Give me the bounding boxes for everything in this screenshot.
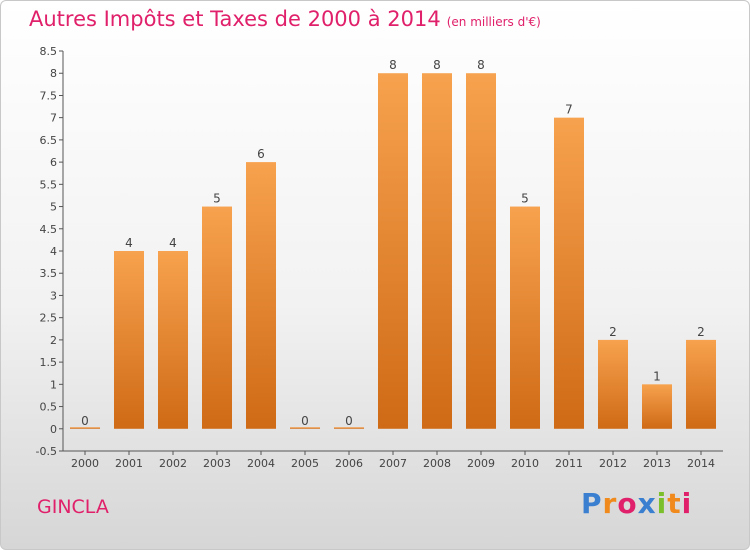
- proxiti-logo: Proxiti: [581, 487, 692, 520]
- y-tick-label: 8: [50, 67, 57, 80]
- logo-letter: i: [656, 487, 668, 520]
- data-label-2004: 6: [257, 147, 265, 161]
- y-tick-label: 4.5: [40, 223, 58, 236]
- bar-2012: [598, 339, 628, 429]
- bar-2004: [246, 162, 276, 429]
- x-tick-label-2005: 2005: [291, 457, 319, 470]
- y-tick-label: 1: [50, 378, 57, 391]
- logo-letter: P: [581, 487, 603, 520]
- bar-2006: [334, 427, 364, 429]
- y-tick-label: -0.5: [36, 445, 57, 458]
- bar-2000: [70, 427, 100, 429]
- bar-2008: [422, 73, 452, 429]
- bar-2010: [510, 206, 540, 429]
- data-label-2008: 8: [433, 58, 441, 72]
- logo-letter: t: [667, 487, 682, 520]
- data-label-2009: 8: [477, 58, 485, 72]
- bar-2009: [466, 73, 496, 429]
- y-tick-label: 1.5: [40, 356, 58, 369]
- chart-title-text: Autres Impôts et Taxes de 2000 à 2014: [29, 7, 441, 31]
- chart-title: Autres Impôts et Taxes de 2000 à 2014 (en…: [29, 7, 541, 31]
- data-label-2001: 4: [125, 236, 133, 250]
- bar-2005: [290, 427, 320, 429]
- logo-letter: o: [617, 487, 638, 520]
- x-tick-label-2004: 2004: [247, 457, 275, 470]
- logo-letter: r: [602, 487, 618, 520]
- x-tick-label-2012: 2012: [599, 457, 627, 470]
- data-label-2005: 0: [301, 414, 309, 428]
- x-tick-label-2013: 2013: [643, 457, 671, 470]
- bar-2001: [114, 251, 144, 429]
- bar-2014: [686, 339, 716, 429]
- y-tick-label: 5.5: [40, 178, 58, 191]
- data-label-2013: 1: [653, 369, 661, 383]
- x-tick-label-2006: 2006: [335, 457, 363, 470]
- x-tick-label-2009: 2009: [467, 457, 495, 470]
- y-tick-label: 5: [50, 201, 57, 214]
- data-label-2012: 2: [609, 325, 617, 339]
- data-label-2000: 0: [81, 414, 89, 428]
- x-tick-label-2010: 2010: [511, 457, 539, 470]
- data-label-2011: 7: [565, 103, 573, 117]
- y-tick-label: 3: [50, 289, 57, 302]
- y-tick-label: 3.5: [40, 267, 58, 280]
- data-label-2003: 5: [213, 192, 221, 206]
- x-tick-label-2008: 2008: [423, 457, 451, 470]
- data-label-2006: 0: [345, 414, 353, 428]
- data-label-2007: 8: [389, 58, 397, 72]
- bar-2011: [554, 117, 584, 429]
- place-name: GINCLA: [37, 496, 109, 518]
- logo-letter: i: [681, 487, 693, 520]
- data-label-2002: 4: [169, 236, 177, 250]
- x-tick-label-2011: 2011: [555, 457, 583, 470]
- x-tick-label-2007: 2007: [379, 457, 407, 470]
- y-tick-label: 4: [50, 245, 57, 258]
- bar-2002: [158, 251, 188, 429]
- chart-subtitle: (en milliers d'€): [446, 15, 541, 29]
- x-tick-label-2014: 2014: [687, 457, 715, 470]
- x-tick-label-2003: 2003: [203, 457, 231, 470]
- y-tick-label: 0.5: [40, 401, 58, 414]
- bar-2013: [642, 384, 672, 429]
- y-tick-label: 7.5: [40, 89, 58, 102]
- bar-2007: [378, 73, 408, 429]
- data-label-2010: 5: [521, 192, 529, 206]
- y-tick-label: 7: [50, 112, 57, 125]
- x-tick-label-2002: 2002: [159, 457, 187, 470]
- y-tick-label: 6.5: [40, 134, 58, 147]
- data-label-2014: 2: [697, 325, 705, 339]
- y-tick-label: 2: [50, 334, 57, 347]
- y-tick-label: 0: [50, 423, 57, 436]
- y-tick-label: 2.5: [40, 312, 58, 325]
- x-tick-label-2000: 2000: [71, 457, 99, 470]
- bar-2003: [202, 206, 232, 429]
- x-tick-label-2001: 2001: [115, 457, 143, 470]
- logo-letter: x: [637, 487, 657, 520]
- y-tick-label: 8.5: [40, 45, 58, 58]
- y-tick-label: 6: [50, 156, 57, 169]
